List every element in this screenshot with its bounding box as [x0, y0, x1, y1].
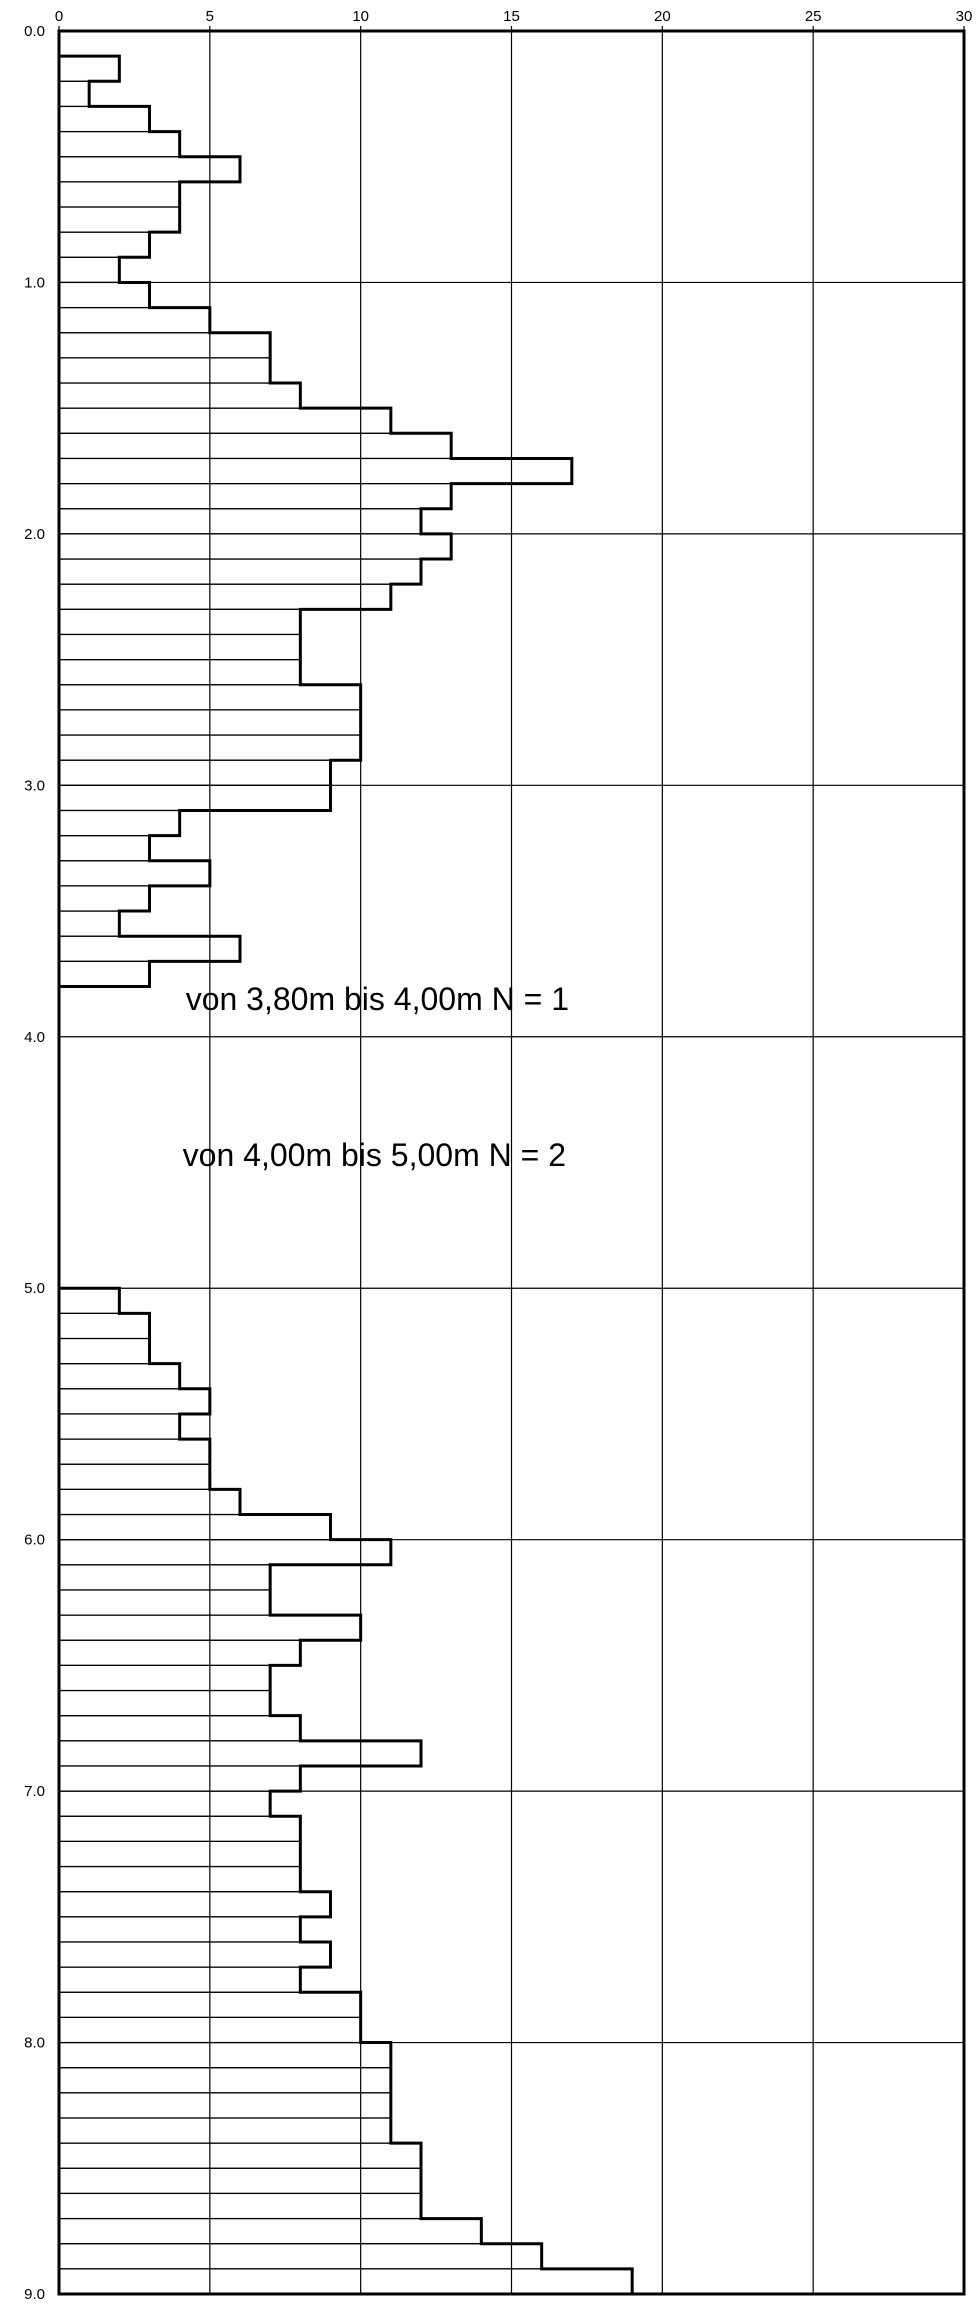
bar — [58, 1740, 422, 1767]
bar — [58, 1715, 301, 1742]
x-tick-label: 0 — [55, 8, 63, 25]
bar — [58, 2243, 543, 2270]
bar — [58, 1941, 332, 1968]
bar — [58, 1337, 151, 1365]
plot-frame — [57, 29, 966, 2296]
bar — [58, 181, 181, 208]
bar — [58, 281, 151, 309]
y-tick-label: 7.0 — [24, 1783, 45, 1800]
annotation-label: von 3,80m bis 4,00m N = 1 — [186, 981, 569, 1017]
bar — [58, 2167, 422, 2195]
x-tick-label: 20 — [654, 8, 671, 25]
bar — [58, 1815, 301, 1843]
bar — [58, 1689, 271, 1717]
x-tick-label: 30 — [956, 8, 973, 25]
bar — [58, 2192, 422, 2220]
step-outline-path — [59, 54, 634, 2296]
bar — [58, 457, 573, 485]
bar — [58, 130, 181, 158]
bar — [58, 533, 452, 560]
bar — [58, 2217, 482, 2245]
bar — [58, 231, 151, 258]
bar — [58, 357, 271, 384]
bar — [58, 1388, 211, 1415]
bar — [58, 1840, 301, 1868]
bar — [58, 759, 332, 786]
bar — [58, 935, 241, 962]
y-tick-label: 9.0 — [24, 2286, 45, 2303]
bar — [58, 1916, 301, 1943]
bar — [58, 583, 392, 610]
bar — [58, 1865, 301, 1893]
y-tick-label: 2.0 — [24, 526, 45, 543]
y-tick-label: 6.0 — [24, 1532, 45, 1549]
bar — [58, 809, 181, 837]
bar — [58, 2092, 392, 2119]
x-tick-label: 15 — [503, 8, 520, 25]
bar — [58, 256, 120, 284]
bar — [58, 332, 271, 359]
bar — [58, 2041, 392, 2069]
bar — [58, 1966, 301, 1993]
bar — [58, 2268, 633, 2295]
bar — [58, 508, 422, 535]
bar — [58, 1790, 271, 1817]
bar — [58, 2067, 392, 2094]
x-tick-label: 10 — [352, 8, 369, 25]
bar — [58, 910, 120, 937]
bar — [58, 407, 392, 434]
bar — [58, 432, 452, 460]
bar — [58, 1639, 301, 1666]
bar — [58, 1539, 392, 1566]
x-tick-label: 5 — [206, 8, 214, 25]
bar — [58, 1891, 332, 1918]
bar — [58, 1438, 211, 1465]
bar — [58, 2117, 392, 2144]
y-tick-label: 1.0 — [24, 274, 45, 291]
y-tick-label: 0.0 — [24, 23, 45, 40]
bar — [58, 558, 422, 585]
bar — [58, 1287, 120, 1314]
bar — [58, 1765, 301, 1792]
bar — [58, 960, 151, 988]
labels: 0 5 10 15 20 25 30 0.0 1.0 2.0 3.0 4.0 5.0 6.0 7.0 8.0 9… — [24, 8, 972, 2303]
bar — [58, 1463, 211, 1490]
x-tick-label: 25 — [805, 8, 822, 25]
bar — [58, 608, 301, 636]
bar — [58, 483, 452, 510]
bar — [58, 206, 181, 233]
annotation-label: von 4,00m bis 5,00m N = 2 — [183, 1137, 566, 1173]
bar — [58, 860, 211, 887]
y-tick-label: 4.0 — [24, 1029, 45, 1046]
bar — [58, 105, 151, 133]
bar — [58, 633, 301, 661]
bar — [58, 1589, 271, 1616]
bar — [58, 80, 90, 108]
bar — [58, 156, 241, 183]
bar — [58, 382, 301, 409]
bars — [58, 55, 633, 2295]
y-tick-label: 8.0 — [24, 2035, 45, 2052]
bar — [58, 1363, 181, 1390]
bar — [58, 1513, 332, 1541]
bar — [58, 659, 301, 686]
bar — [58, 1488, 241, 1516]
bar — [58, 1664, 271, 1692]
axes — [57, 26, 966, 2296]
step-outline — [57, 54, 634, 2296]
bar — [58, 1413, 181, 1440]
bar — [58, 306, 211, 334]
bar — [58, 1312, 151, 1340]
y-tick-label: 5.0 — [24, 1280, 45, 1297]
bar — [58, 835, 151, 862]
bar — [58, 55, 120, 82]
bar — [58, 885, 151, 912]
bar — [58, 2142, 422, 2169]
bar — [58, 784, 332, 812]
bar — [58, 1564, 271, 1591]
y-tick-label: 3.0 — [24, 777, 45, 794]
